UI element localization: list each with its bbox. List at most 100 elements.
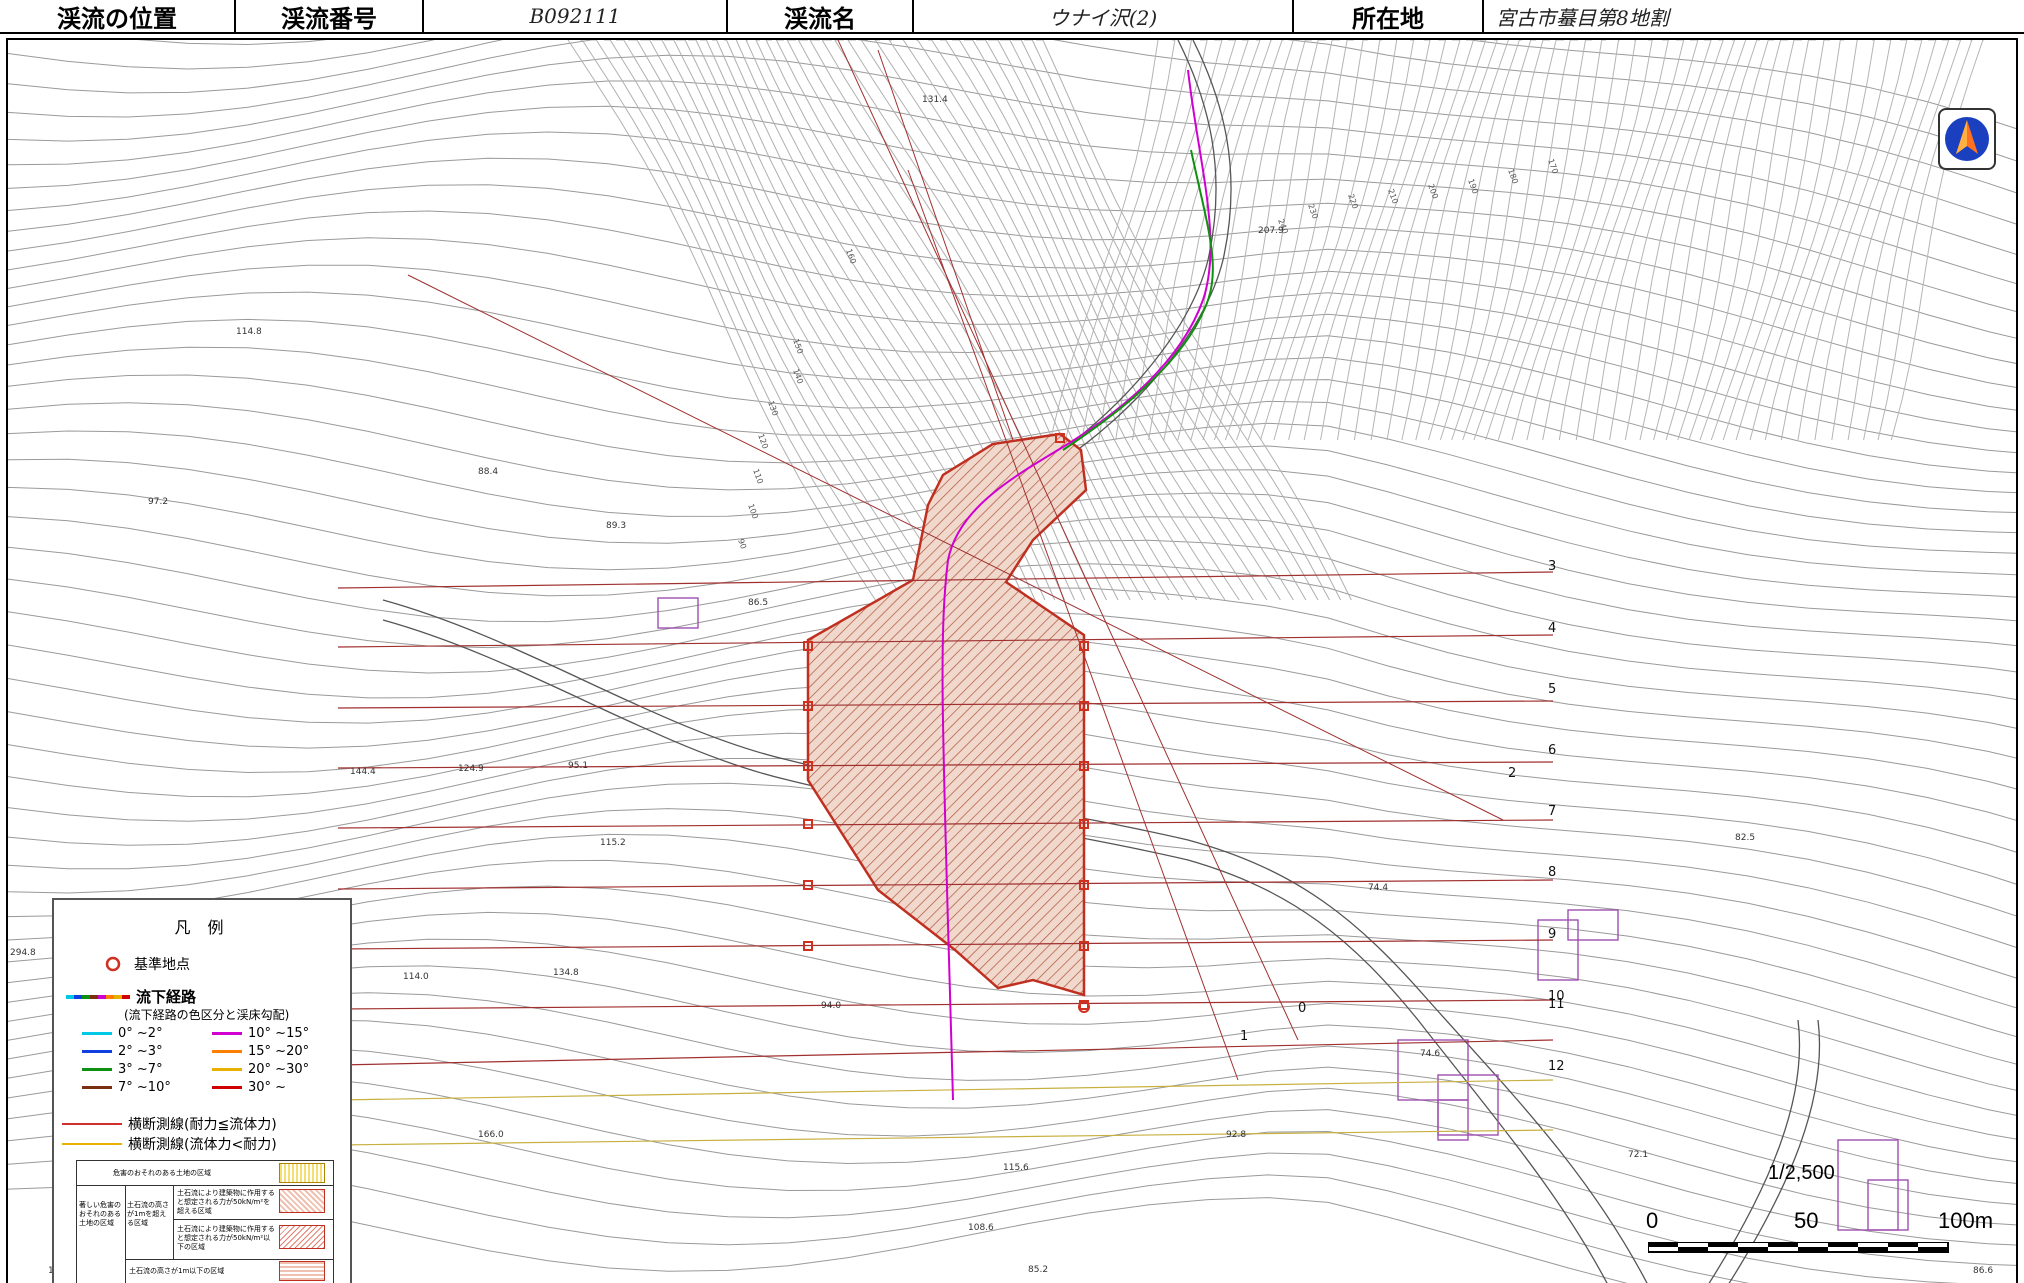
cross-section-marker	[803, 819, 813, 829]
contour-line	[860, 40, 1170, 601]
legend-slope-6: 7° ~10°	[82, 1080, 171, 1095]
contour-line	[604, 40, 919, 601]
contour-line	[1677, 40, 1774, 441]
contour-line	[1710, 40, 1816, 441]
contour-line	[1224, 40, 1326, 441]
contour-line	[592, 40, 905, 601]
cross-section-line	[337, 761, 1554, 769]
contour-line	[1370, 40, 1474, 441]
contour-line	[1653, 40, 1747, 441]
contour-line	[940, 40, 1254, 601]
elevation-label: 92.8	[1226, 1130, 1246, 1140]
elevation-label: 115.2	[600, 838, 626, 848]
contour-line	[916, 40, 1226, 601]
cross-section-marker	[1079, 701, 1089, 711]
cross-section-line	[337, 1079, 1554, 1101]
contour-line	[8, 264, 2016, 454]
contour-line	[1320, 40, 1431, 441]
contour-line	[1115, 40, 1223, 441]
elevation-label: 97.2	[148, 497, 168, 507]
contour-line	[137, 40, 2016, 130]
contour-line	[1177, 40, 1272, 441]
cross-section-line	[337, 999, 1554, 1010]
zone-sub1b-label: 土石流により建築物に作用すると想定される力が50kN/m²以下の区域	[177, 1225, 275, 1251]
contour-line	[976, 40, 1294, 601]
elevation-label: 144.4	[350, 767, 376, 777]
section-number: 9	[1548, 927, 1556, 942]
contour-line	[1722, 40, 1830, 441]
elevation-label: 294.8	[10, 948, 36, 958]
legend-zone-table: 危害のおそれのある土地の区域 著しい危害のおそれのある土地の区域 土石流の高さが…	[76, 1160, 334, 1283]
map-area[interactable]: 3 4 5 6 7 8 9 10 11 12 2 1 0 114.8 97.2 88.4 89.3 86.5 144…	[6, 38, 2018, 1283]
contour-line	[952, 40, 1268, 601]
contour-line	[1609, 40, 1712, 441]
header-stream-number-label: 渓流番号	[236, 0, 424, 33]
slope-swatch	[82, 1068, 112, 1071]
contour-line	[1012, 40, 1330, 601]
contour-line	[1439, 40, 1536, 441]
contour-label: 130	[766, 400, 780, 417]
slope-swatch	[212, 1068, 242, 1071]
contour-line	[1847, 40, 1950, 441]
scale-ratio: 1/2,500	[1768, 1162, 1835, 1184]
elevation-label: 89.3	[606, 521, 626, 531]
contour-line	[8, 346, 2016, 514]
contour-line	[1639, 40, 1736, 441]
contour-label: 150	[791, 338, 805, 355]
contour-line	[8, 131, 2016, 339]
contour-line	[928, 40, 1240, 601]
cross-section-lines	[337, 40, 1554, 1146]
slope-label: 30° ~	[248, 1080, 287, 1095]
contour-line	[8, 291, 2016, 474]
contour-line	[8, 237, 2016, 433]
elevation-label: 108.6	[968, 1223, 994, 1233]
contour-label: 90	[736, 538, 748, 551]
base-points	[803, 433, 1090, 1013]
legend-slope-2: 2° ~3°	[82, 1044, 163, 1059]
scale-end: 100m	[1938, 1208, 1994, 1233]
slope-swatch	[82, 1086, 112, 1089]
contour-line	[847, 40, 1156, 601]
contour-line	[1780, 40, 1892, 441]
contour-line	[8, 318, 2016, 494]
contour-line	[1831, 40, 1937, 441]
contour-line	[1485, 40, 1592, 441]
section-number: 3	[1548, 559, 1556, 574]
contour-line	[1749, 40, 1858, 441]
contour-line	[1511, 40, 1620, 441]
cross-section-marker	[803, 941, 813, 951]
legend-slope-5: 20° ~30°	[212, 1062, 309, 1077]
base-point-icon	[105, 956, 121, 972]
section-number: 8	[1548, 865, 1556, 880]
flow-path-line-upper	[1062, 149, 1214, 451]
north-arrow-icon	[1938, 108, 1996, 170]
cross-section-line	[337, 700, 1554, 709]
legend-cross-red-label: 横断測線(耐力≦流体力)	[128, 1117, 277, 1133]
contour-line	[1688, 40, 1788, 441]
contour-line	[1863, 40, 1962, 441]
header-address-value: 宮古市蟇目第8地割	[1496, 5, 1669, 30]
contour-line	[1797, 40, 1908, 441]
cross-section-marker	[1079, 819, 1089, 829]
contour-line	[567, 40, 876, 601]
contour-line	[1890, 40, 1984, 441]
contour-line	[1247, 40, 1354, 441]
contour-label: 210	[1386, 188, 1400, 205]
cross-section-marker	[1079, 880, 1089, 890]
cross-section-line	[337, 634, 1554, 648]
zone-light-red-swatch	[279, 1261, 325, 1281]
contour-line	[580, 40, 891, 601]
contour-line	[1236, 40, 1340, 441]
contour-line	[1699, 40, 1802, 441]
elevation-label: 114.0	[403, 972, 429, 982]
elevation-label: 166.0	[478, 1130, 504, 1140]
contour-line	[902, 40, 1212, 601]
cross-section-line	[877, 49, 1014, 441]
zone-group-label: 著しい危害のおそれのある土地の区域	[79, 1201, 121, 1227]
header-location-label: 渓流の位置	[0, 0, 236, 33]
section-number: 5	[1548, 682, 1556, 697]
legend-title: 凡 例	[174, 918, 230, 937]
contour-line	[1473, 40, 1578, 441]
contour-line	[8, 54, 2016, 255]
zone-yellow-swatch	[279, 1163, 325, 1183]
